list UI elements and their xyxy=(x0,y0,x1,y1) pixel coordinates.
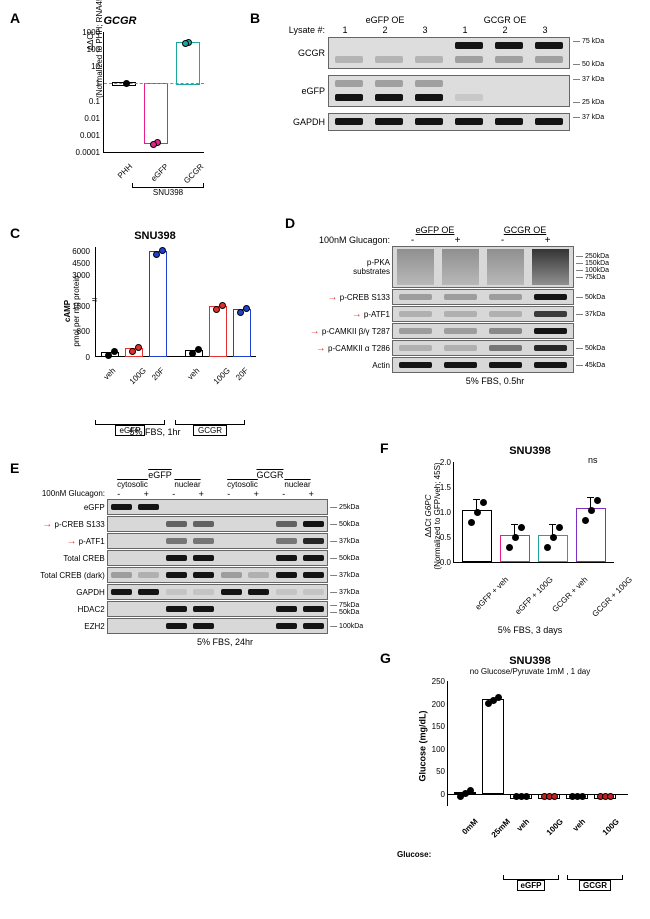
panel-c-chart: ≈ xyxy=(95,247,256,357)
panel-a-label: A xyxy=(10,10,20,26)
panel-b: eGFP OE GCGR OE Lysate #: 123123 GCGR— 7… xyxy=(270,15,630,137)
panel-b-header: eGFP OE GCGR OE xyxy=(325,15,630,25)
panel-f: SNU398 ΔΔCt G6PC(Normalized to GFP/veh; … xyxy=(385,445,635,635)
panel-b-lysate-nums: 123123 xyxy=(325,25,565,35)
panel-a-bracket: SNU398 xyxy=(132,183,204,197)
panel-a-chart-area xyxy=(103,32,204,153)
panel-g: SNU398 no Glucose/Pyruvate 1mM , 1 day G… xyxy=(385,655,640,826)
panel-a-xticks: PHHeGFPGCGR xyxy=(103,154,203,184)
panel-b-label: B xyxy=(250,10,260,26)
figure-container: A GCGR ΔΔCt(Normalized to PHH; RNA45S5) … xyxy=(10,10,640,909)
panel-c: SNU398 cAMPpmol per mg protein ≈ 6000450… xyxy=(25,230,255,437)
panel-e: eGFP GCGR cytosolicnuclearcytosolicnucle… xyxy=(20,470,370,647)
panel-a-title: GCGR xyxy=(30,15,210,27)
panel-b-blots: GCGR— 75 kDa— 50 kDaeGFP— 37 kDa— 25 kDa… xyxy=(270,37,630,131)
panel-c-title: SNU398 xyxy=(55,230,255,242)
panel-a-yticks: 0.00010.0010.010.11101001000 xyxy=(70,32,100,152)
panel-a: GCGR ΔΔCt(Normalized to PHH; RNA45S5) 0.… xyxy=(30,15,210,162)
panel-e-blots: eGFP— 25kDa→ p-CREB S133— 50kDa→ p-ATF1—… xyxy=(20,499,370,634)
panel-c-label: C xyxy=(10,225,20,241)
panel-d-blots: p-PKA substrates— 250kDa— 150kDa— 100kDa… xyxy=(290,246,640,373)
panel-e-label: E xyxy=(10,460,19,476)
panel-d: eGFP OE GCGR OE 100nM Glucagon: -+-+ p-P… xyxy=(290,225,640,386)
